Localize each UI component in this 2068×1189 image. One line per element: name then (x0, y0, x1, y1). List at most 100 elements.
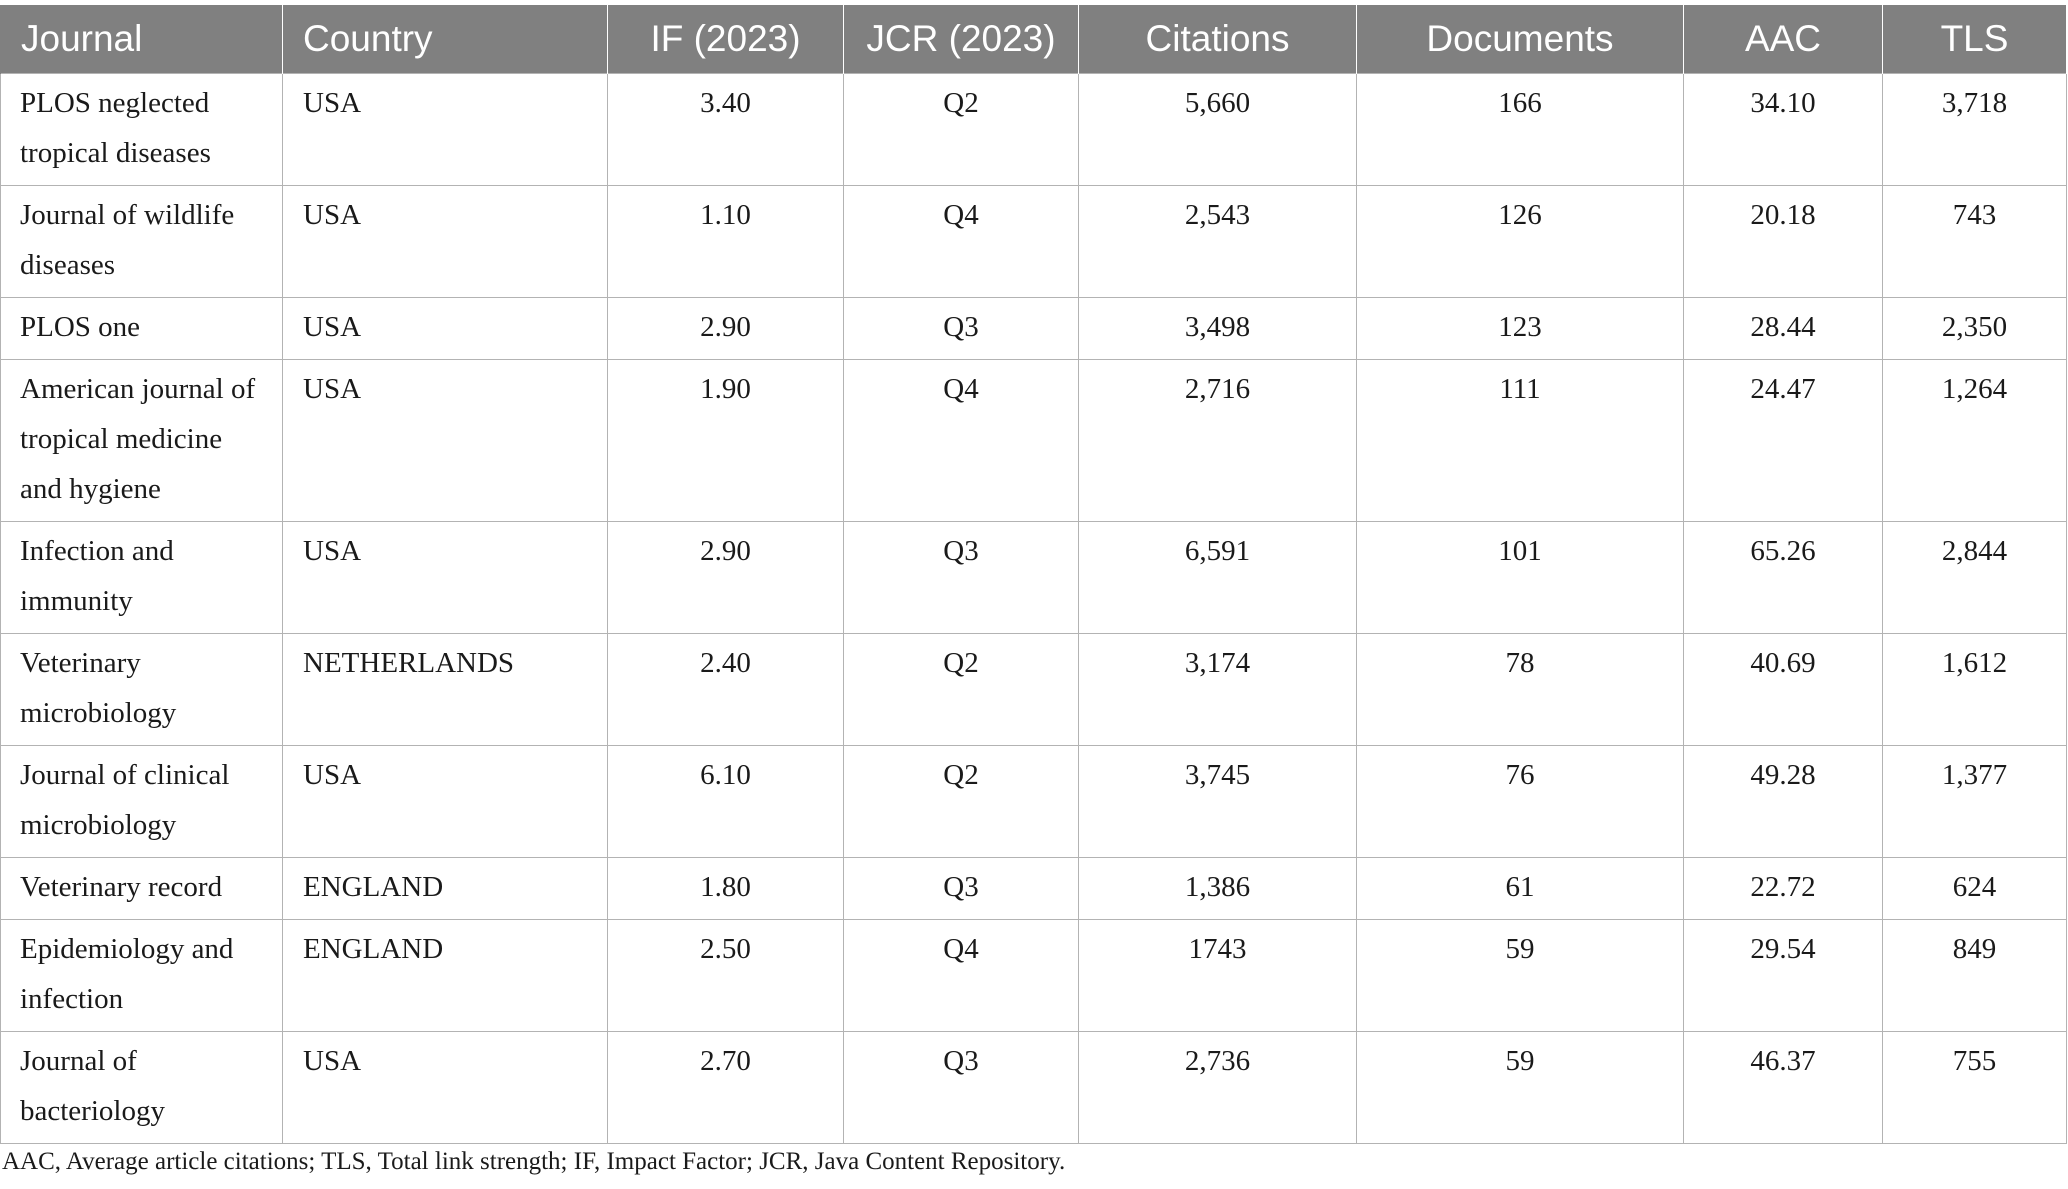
cell-if: 6.10 (607, 744, 844, 858)
cell-journal: American journal of tropical medicine an… (0, 358, 283, 522)
table-row: PLOS neglected tropical diseases USA 3.40 Q… (0, 72, 2067, 186)
cell-documents: 59 (1356, 918, 1684, 1032)
cell-jcr: Q3 (843, 520, 1079, 634)
cell-journal: Infection and immunity (0, 520, 283, 634)
cell-country: USA (282, 72, 608, 186)
cell-journal: Journal of clinical microbiology (0, 744, 283, 858)
cell-aac: 49.28 (1683, 744, 1883, 858)
cell-journal: Journal of wildlife diseases (0, 184, 283, 298)
header-journal: Journal (0, 5, 283, 73)
cell-documents: 123 (1356, 296, 1684, 360)
cell-citations: 1,386 (1078, 856, 1357, 920)
cell-documents: 101 (1356, 520, 1684, 634)
cell-jcr: Q3 (843, 856, 1079, 920)
cell-journal: Veterinary record (0, 856, 283, 920)
cell-citations: 2,716 (1078, 358, 1357, 522)
cell-country: USA (282, 744, 608, 858)
header-documents: Documents (1356, 5, 1684, 73)
cell-country: USA (282, 520, 608, 634)
table-row: Veterinary record ENGLAND 1.80 Q3 1,386 61 22.… (0, 856, 2067, 920)
cell-if: 2.40 (607, 632, 844, 746)
cell-tls: 2,350 (1882, 296, 2067, 360)
cell-if: 2.90 (607, 520, 844, 634)
cell-aac: 65.26 (1683, 520, 1883, 634)
cell-tls: 849 (1882, 918, 2067, 1032)
cell-jcr: Q4 (843, 184, 1079, 298)
cell-tls: 743 (1882, 184, 2067, 298)
cell-aac: 24.47 (1683, 358, 1883, 522)
cell-country: ENGLAND (282, 918, 608, 1032)
cell-jcr: Q2 (843, 632, 1079, 746)
cell-jcr: Q4 (843, 918, 1079, 1032)
cell-if: 1.80 (607, 856, 844, 920)
cell-citations: 2,736 (1078, 1030, 1357, 1144)
cell-documents: 166 (1356, 72, 1684, 186)
cell-documents: 78 (1356, 632, 1684, 746)
cell-if: 1.90 (607, 358, 844, 522)
cell-aac: 40.69 (1683, 632, 1883, 746)
header-if: IF (2023) (607, 5, 844, 73)
cell-documents: 126 (1356, 184, 1684, 298)
cell-country: USA (282, 358, 608, 522)
cell-citations: 3,498 (1078, 296, 1357, 360)
cell-citations: 2,543 (1078, 184, 1357, 298)
table-row: PLOS one USA 2.90 Q3 3,498 123 28.44 2,350 (0, 296, 2067, 360)
cell-tls: 2,844 (1882, 520, 2067, 634)
cell-aac: 46.37 (1683, 1030, 1883, 1144)
cell-aac: 29.54 (1683, 918, 1883, 1032)
journal-table-container: Journal Country IF (2023) JCR (2023) Cit… (0, 5, 2068, 1144)
table-row: Journal of clinical microbiology USA 6.10 Q… (0, 744, 2067, 858)
cell-jcr: Q2 (843, 72, 1079, 186)
cell-citations: 3,745 (1078, 744, 1357, 858)
table-row: Journal of bacteriology USA 2.70 Q3 2,736 59 4… (0, 1030, 2067, 1144)
header-row: Journal Country IF (2023) JCR (2023) Cit… (0, 5, 2067, 73)
cell-tls: 1,612 (1882, 632, 2067, 746)
cell-if: 3.40 (607, 72, 844, 186)
cell-if: 2.70 (607, 1030, 844, 1144)
cell-country: USA (282, 296, 608, 360)
cell-country: ENGLAND (282, 856, 608, 920)
cell-if: 2.50 (607, 918, 844, 1032)
cell-jcr: Q3 (843, 1030, 1079, 1144)
table-footnote: AAC, Average article citations; TLS, Tot… (2, 1148, 1066, 1175)
table-row: American journal of tropical medicine an… (0, 358, 2067, 522)
table-row: Epidemiology and infection ENGLAND 2.50 Q4 1… (0, 918, 2067, 1032)
header-jcr: JCR (2023) (843, 5, 1079, 73)
cell-jcr: Q3 (843, 296, 1079, 360)
header-country: Country (282, 5, 608, 73)
cell-aac: 34.10 (1683, 72, 1883, 186)
cell-documents: 111 (1356, 358, 1684, 522)
cell-documents: 59 (1356, 1030, 1684, 1144)
cell-journal: Veterinary microbiology (0, 632, 283, 746)
cell-country: USA (282, 184, 608, 298)
cell-documents: 61 (1356, 856, 1684, 920)
cell-aac: 28.44 (1683, 296, 1883, 360)
cell-citations: 1743 (1078, 918, 1357, 1032)
cell-if: 2.90 (607, 296, 844, 360)
cell-citations: 3,174 (1078, 632, 1357, 746)
cell-journal: PLOS one (0, 296, 283, 360)
cell-tls: 755 (1882, 1030, 2067, 1144)
cell-citations: 6,591 (1078, 520, 1357, 634)
cell-tls: 3,718 (1882, 72, 2067, 186)
cell-tls: 1,264 (1882, 358, 2067, 522)
cell-journal: Epidemiology and infection (0, 918, 283, 1032)
header-tls: TLS (1882, 5, 2067, 73)
table-row: Journal of wildlife diseases USA 1.10 Q4 2,5… (0, 184, 2067, 298)
table-row: Infection and immunity USA 2.90 Q3 6,591 101 6… (0, 520, 2067, 634)
header-aac: AAC (1683, 5, 1883, 73)
cell-country: NETHERLANDS (282, 632, 608, 746)
cell-documents: 76 (1356, 744, 1684, 858)
cell-jcr: Q4 (843, 358, 1079, 522)
header-citations: Citations (1078, 5, 1357, 73)
cell-aac: 20.18 (1683, 184, 1883, 298)
table-row: Veterinary microbiology NETHERLANDS 2.40 Q2… (0, 632, 2067, 746)
cell-journal: Journal of bacteriology (0, 1030, 283, 1144)
cell-tls: 1,377 (1882, 744, 2067, 858)
cell-if: 1.10 (607, 184, 844, 298)
cell-country: USA (282, 1030, 608, 1144)
table-header: Journal Country IF (2023) JCR (2023) Cit… (0, 5, 2067, 73)
journal-table: Journal Country IF (2023) JCR (2023) Cit… (0, 5, 2067, 1144)
table-body: PLOS neglected tropical diseases USA 3.40 Q… (0, 72, 2067, 1144)
cell-citations: 5,660 (1078, 72, 1357, 186)
